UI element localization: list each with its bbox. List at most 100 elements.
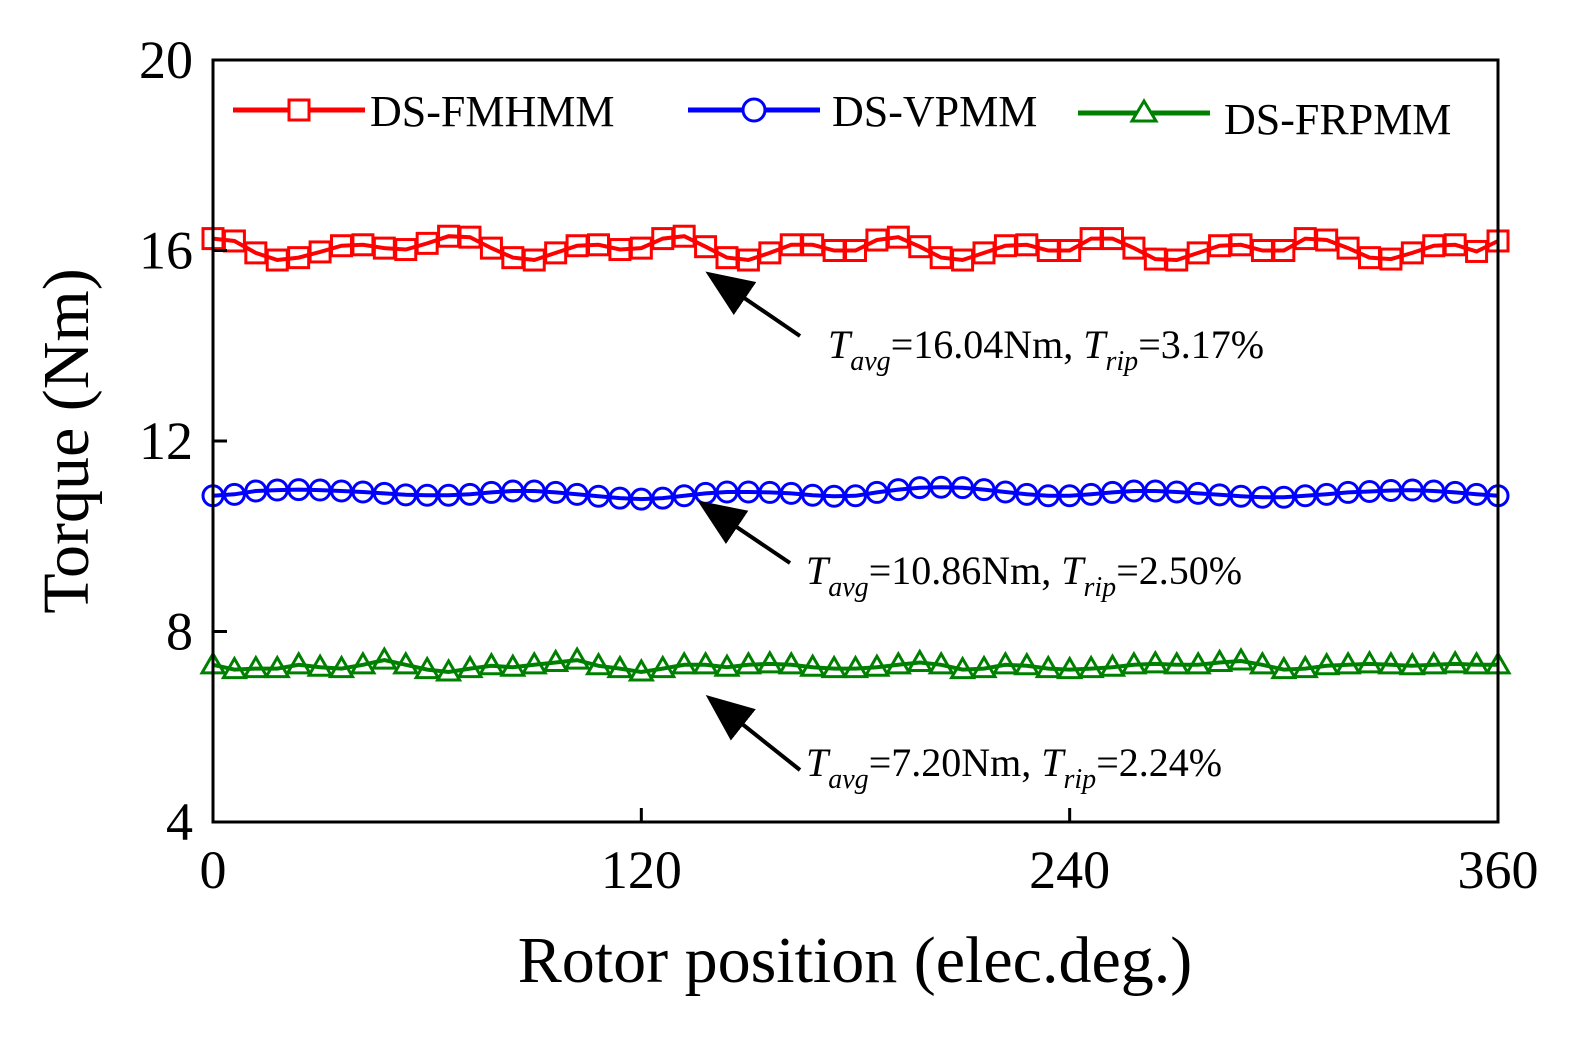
- legend-label-ds-vpmm: DS-VPMM: [832, 87, 1037, 136]
- data-point-ds-vpmm: [672, 484, 696, 508]
- x-tick-label: 120: [601, 840, 682, 900]
- data-point-ds-frpmm: [1163, 650, 1191, 675]
- data-point-ds-fmhmm: [1058, 239, 1082, 262]
- data-point-ds-vpmm: [1058, 484, 1082, 508]
- data-point-ds-fmhmm: [222, 229, 246, 253]
- legend-label-ds-fmhmm: DS-FMHMM: [370, 87, 615, 136]
- data-point-ds-frpmm: [1270, 655, 1298, 680]
- data-point-ds-frpmm: [1334, 650, 1362, 675]
- data-point-ds-vpmm: [544, 480, 568, 504]
- annotation-ds-fmhmm: Tavg=16.04Nm, Trip=3.17%: [705, 271, 1264, 377]
- data-point-ds-frpmm: [884, 650, 912, 675]
- data-point-ds-frpmm: [1013, 651, 1041, 676]
- data-point-ds-frpmm: [1205, 648, 1234, 672]
- data-point-ds-frpmm: [1420, 650, 1448, 675]
- data-point-ds-frpmm: [1377, 650, 1405, 675]
- y-tick-label: 4: [166, 792, 193, 852]
- series-line-ds-fmhmm: [212, 234, 1499, 263]
- data-point-ds-frpmm: [820, 654, 848, 679]
- data-point-ds-frpmm: [863, 653, 891, 677]
- data-point-ds-vpmm: [372, 481, 396, 505]
- data-point-ds-frpmm: [606, 654, 634, 679]
- y-tick-label: 20: [139, 30, 193, 90]
- data-point-ds-vpmm: [779, 481, 803, 505]
- data-point-ds-frpmm: [1248, 650, 1277, 675]
- data-point-ds-frpmm: [1441, 649, 1469, 674]
- data-point-ds-frpmm: [649, 654, 677, 679]
- data-point-ds-frpmm: [970, 654, 998, 679]
- data-point-ds-frpmm: [1120, 650, 1148, 675]
- legend-circle-marker-icon: [741, 97, 767, 123]
- data-point-ds-frpmm: [927, 650, 955, 675]
- data-point-ds-vpmm: [565, 482, 589, 506]
- data-point-ds-frpmm: [991, 650, 1020, 675]
- x-tick-label: 0: [200, 840, 227, 900]
- data-point-ds-frpmm: [1098, 653, 1127, 677]
- data-point-ds-frpmm: [627, 657, 655, 682]
- legend-item-ds-frpmm: DS-FRPMM: [1078, 95, 1451, 144]
- y-tick-label: 12: [139, 411, 193, 471]
- data-point-ds-vpmm: [993, 480, 1017, 504]
- data-point-ds-frpmm: [948, 655, 977, 680]
- data-point-ds-vpmm: [1079, 482, 1103, 506]
- data-point-ds-frpmm: [263, 654, 291, 679]
- plot-frame: [211, 58, 1500, 824]
- plot-layer: [199, 224, 1512, 682]
- data-point-ds-fmhmm: [1272, 239, 1296, 262]
- data-point-ds-vpmm: [972, 478, 996, 502]
- data-point-ds-vpmm: [1208, 483, 1232, 507]
- data-point-ds-vpmm: [1422, 479, 1446, 503]
- legend-item-ds-fmhmm: DS-FMHMM: [233, 87, 615, 136]
- y-tick-label: 16: [139, 221, 193, 281]
- legend-label-ds-frpmm: DS-FRPMM: [1224, 95, 1451, 144]
- data-point-ds-frpmm: [1398, 651, 1426, 676]
- data-point-ds-vpmm: [1272, 485, 1296, 509]
- x-tick-label: 240: [1029, 840, 1110, 900]
- data-point-ds-frpmm: [285, 650, 313, 675]
- data-point-ds-vpmm: [886, 478, 910, 502]
- data-point-ds-frpmm: [242, 654, 270, 679]
- data-point-ds-vpmm: [1101, 480, 1124, 504]
- data-point-ds-frpmm: [563, 646, 591, 670]
- data-point-ds-vpmm: [351, 480, 375, 504]
- data-point-ds-frpmm: [520, 650, 548, 675]
- data-point-ds-frpmm: [456, 654, 484, 679]
- legend: DS-FMHMM DS-VPMM DS-FRPMM: [233, 87, 1451, 144]
- data-point-ds-vpmm: [651, 486, 675, 510]
- data-point-ds-frpmm: [327, 654, 356, 679]
- x-tick-label: 360: [1458, 840, 1539, 900]
- annotation-label-ds-fmhmm: Tavg=16.04Nm, Trip=3.17%: [828, 322, 1264, 377]
- data-point-ds-frpmm: [349, 650, 377, 675]
- annotation-ds-vpmm: Tavg=10.86Nm, Trip=2.50%: [697, 500, 1242, 603]
- data-point-ds-vpmm: [844, 484, 867, 508]
- data-point-ds-frpmm: [1141, 649, 1169, 674]
- data-point-ds-frpmm: [370, 646, 398, 670]
- data-point-ds-frpmm: [1313, 651, 1341, 676]
- data-point-ds-frpmm: [1034, 654, 1062, 679]
- data-point-ds-frpmm: [756, 649, 784, 674]
- data-point-ds-frpmm: [670, 650, 698, 675]
- data-point-ds-vpmm: [1186, 481, 1210, 505]
- data-point-ds-vpmm: [1293, 484, 1317, 508]
- x-axis-title: Rotor position (elec.deg.): [518, 924, 1193, 997]
- data-point-ds-frpmm: [499, 653, 527, 677]
- data-point-ds-frpmm: [1227, 647, 1255, 671]
- data-point-ds-vpmm: [479, 480, 503, 504]
- data-point-ds-vpmm: [951, 476, 975, 500]
- data-point-ds-frpmm: [542, 648, 570, 672]
- y-axis-title: Torque (Nm): [30, 268, 103, 613]
- data-point-ds-frpmm: [841, 654, 870, 679]
- data-point-ds-vpmm: [222, 482, 246, 506]
- legend-square-marker-icon: [287, 98, 311, 122]
- data-point-ds-vpmm: [458, 482, 482, 506]
- data-point-ds-frpmm: [734, 650, 763, 675]
- data-point-ds-frpmm: [691, 650, 720, 675]
- series-line-ds-frpmm: [212, 658, 1498, 675]
- data-point-ds-frpmm: [1291, 654, 1319, 679]
- data-point-ds-frpmm: [1184, 650, 1212, 675]
- axis-layer: 4 8 12 16 20 0 120 240 360: [139, 30, 1539, 900]
- y-tick-label: 8: [166, 602, 193, 662]
- data-point-ds-vpmm: [1465, 482, 1489, 506]
- legend-triangle-marker-icon: [1129, 98, 1159, 123]
